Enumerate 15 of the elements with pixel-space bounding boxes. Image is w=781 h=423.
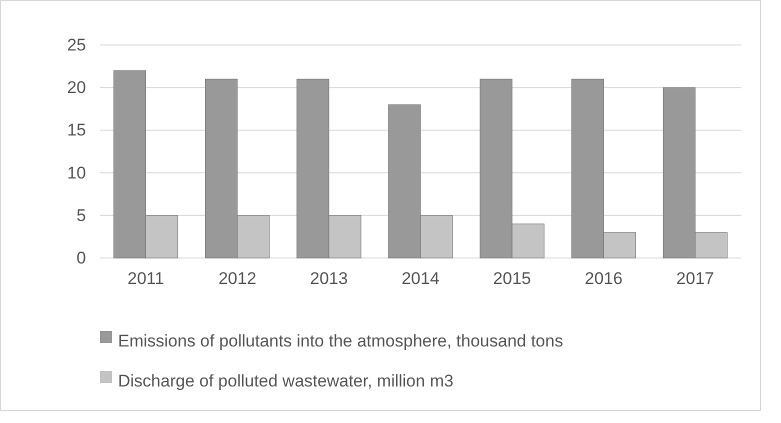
y-tick-label: 20 (67, 78, 86, 98)
y-tick-label: 25 (67, 35, 86, 54)
x-tick-label: 2017 (676, 269, 714, 288)
y-tick-label: 0 (76, 248, 86, 268)
legend-label: Discharge of polluted wastewater, million m3 (118, 371, 454, 390)
y-tick-label: 15 (67, 120, 86, 140)
x-tick-label: 2011 (128, 269, 164, 288)
x-tick-label: 2015 (493, 269, 531, 288)
x-tick-label: 2016 (584, 269, 623, 288)
y-tick-label: 5 (76, 206, 86, 225)
x-tick-label: 2014 (402, 269, 440, 288)
x-tick-label: 2013 (310, 269, 348, 288)
y-tick-label: 10 (67, 163, 86, 182)
legend-label: Emissions of pollutants into the atmosphere, thousand tons (118, 331, 564, 350)
x-tick-label: 2012 (218, 269, 256, 288)
